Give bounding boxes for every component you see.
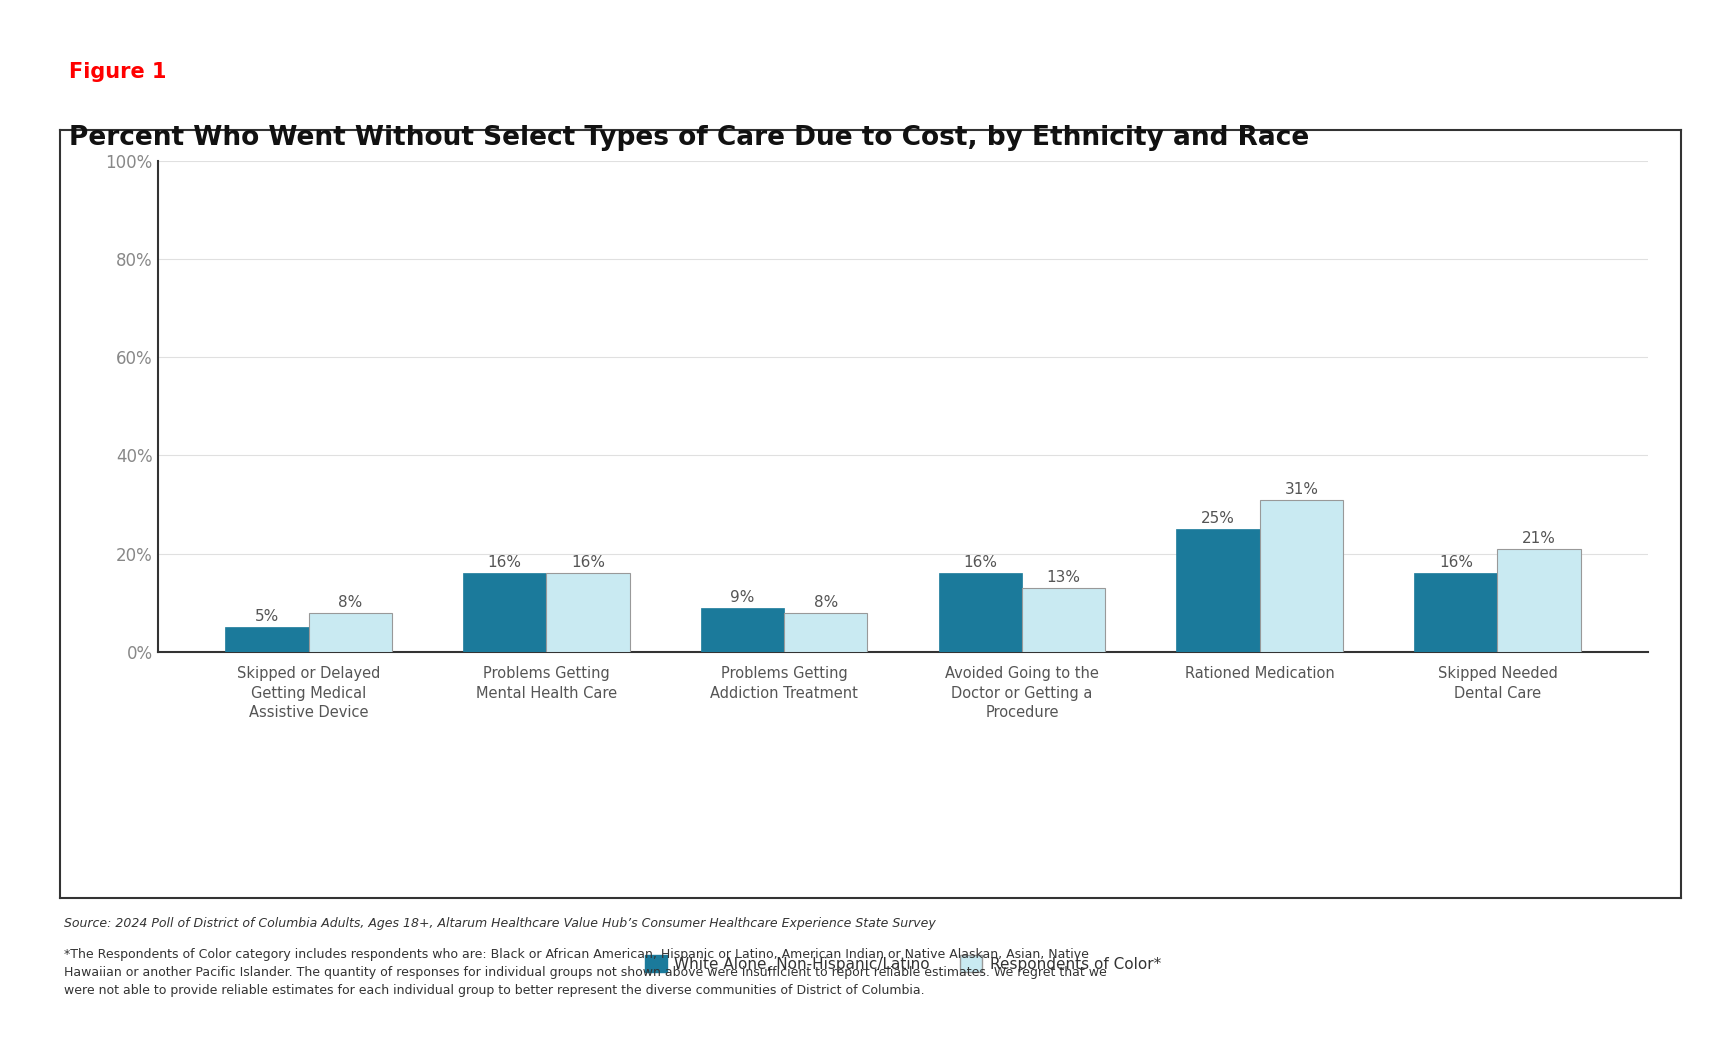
Bar <box>1497 549 1580 652</box>
Text: Percent Who Went Without Select Types of Care Due to Cost, by Ethnicity and Race: Percent Who Went Without Select Types of… <box>69 125 1308 151</box>
Bar <box>1022 588 1104 652</box>
Text: 16%: 16% <box>1439 555 1471 570</box>
Bar <box>1175 529 1260 652</box>
Text: 25%: 25% <box>1201 511 1234 526</box>
Bar <box>1260 499 1342 652</box>
Text: 16%: 16% <box>570 555 605 570</box>
Bar <box>546 573 629 652</box>
Text: 8%: 8% <box>813 595 837 609</box>
Text: 16%: 16% <box>488 555 522 570</box>
Text: 16%: 16% <box>963 555 996 570</box>
Bar <box>226 627 308 652</box>
Bar <box>701 607 784 652</box>
Text: Figure 1: Figure 1 <box>69 62 167 82</box>
Text: 31%: 31% <box>1284 482 1318 496</box>
Text: Source: 2024 Poll of District of Columbia Adults, Ages 18+, Altarum Healthcare V: Source: 2024 Poll of District of Columbi… <box>64 917 936 929</box>
Text: 8%: 8% <box>338 595 362 609</box>
Bar <box>937 573 1022 652</box>
Text: 5%: 5% <box>255 609 279 624</box>
Text: 13%: 13% <box>1046 570 1080 585</box>
Bar <box>463 573 546 652</box>
Bar <box>784 612 867 652</box>
Text: 9%: 9% <box>731 589 755 605</box>
Text: *The Respondents of Color category includes respondents who are: Black or Africa: *The Respondents of Color category inclu… <box>64 948 1106 997</box>
Bar <box>308 612 391 652</box>
Text: 21%: 21% <box>1521 531 1556 546</box>
Legend: White Alone, Non-Hispanic/Latino, Respondents of Color*: White Alone, Non-Hispanic/Latino, Respon… <box>639 948 1166 979</box>
Bar <box>1413 573 1497 652</box>
